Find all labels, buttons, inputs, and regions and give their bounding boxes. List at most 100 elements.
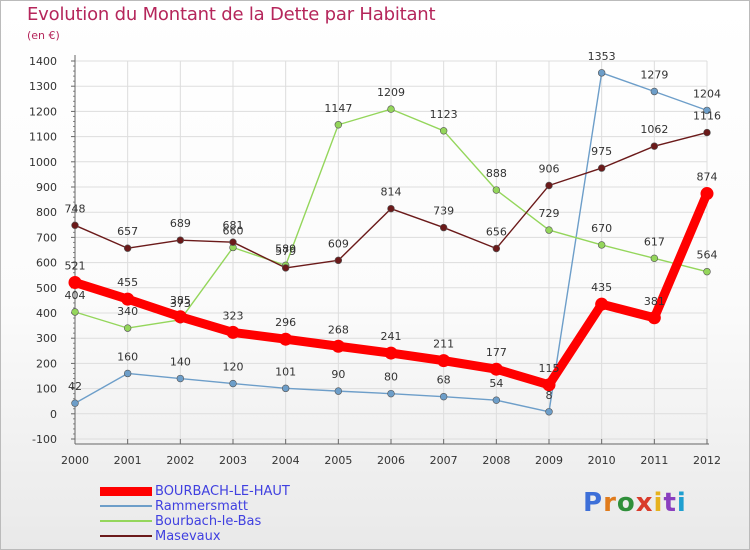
y-tick-label: 600 (36, 257, 57, 270)
data-label: 435 (591, 281, 612, 294)
data-point (489, 362, 503, 376)
data-point (331, 339, 345, 353)
data-point (71, 399, 79, 407)
data-point (281, 264, 290, 272)
chart-title: Evolution du Montant de la Dette par Hab… (27, 4, 436, 25)
y-tick-label: 1400 (29, 55, 57, 68)
data-label: 115 (539, 362, 560, 375)
data-point (123, 324, 132, 332)
data-label: 381 (644, 295, 665, 308)
data-label: 160 (117, 350, 138, 363)
data-point (334, 121, 343, 129)
data-point (68, 276, 82, 290)
data-point (279, 332, 293, 346)
data-label: 385 (170, 294, 191, 307)
data-label: 296 (275, 316, 296, 329)
y-tick-label: 0 (50, 408, 57, 421)
x-tick-label: 2006 (377, 454, 405, 467)
data-point (71, 308, 79, 316)
y-tick-label: -100 (32, 433, 57, 446)
logo-letter: x (635, 488, 654, 518)
data-label: 42 (68, 380, 82, 393)
y-tick-label: 300 (36, 332, 57, 345)
data-point (229, 379, 237, 388)
x-tick-label: 2011 (640, 454, 668, 467)
data-point (650, 142, 659, 150)
y-tick-label: 800 (36, 206, 57, 219)
x-tick-label: 2002 (166, 454, 194, 467)
data-label: 579 (275, 245, 296, 258)
legend-label: Masevaux (155, 529, 221, 544)
x-tick-label: 2003 (219, 454, 247, 467)
data-point (334, 387, 343, 395)
data-point (439, 223, 448, 232)
data-point (387, 105, 395, 113)
data-point (545, 226, 553, 234)
data-point (176, 236, 185, 244)
data-label: 975 (591, 145, 612, 158)
x-tick-label: 2012 (693, 454, 721, 467)
data-point (71, 221, 79, 230)
y-tick-label: 1000 (29, 156, 57, 169)
data-point (492, 186, 501, 194)
y-tick-label: 900 (36, 181, 57, 194)
chart-unit: (en €) (27, 29, 60, 42)
data-point (647, 311, 661, 325)
logo-letter: o (616, 488, 636, 518)
y-tick-label: 100 (36, 383, 57, 396)
data-point (173, 310, 187, 324)
data-label: 120 (223, 361, 244, 374)
data-point (226, 325, 240, 339)
y-tick-label: 1100 (29, 131, 57, 144)
x-tick-label: 2007 (430, 454, 458, 467)
data-label: 455 (117, 276, 138, 289)
data-label: 1123 (430, 108, 458, 121)
data-point (384, 346, 398, 360)
logo-letter: i (676, 488, 687, 518)
y-tick-label: 1200 (29, 105, 57, 118)
data-point (650, 254, 659, 263)
data-label: 80 (384, 371, 398, 384)
y-tick-label: 1300 (29, 80, 57, 93)
data-point (545, 408, 553, 416)
data-label: 589 (275, 242, 296, 255)
proxiti-logo: Proxiti (583, 488, 687, 518)
legend-swatch (100, 520, 152, 522)
y-tick-label: 200 (36, 357, 57, 370)
data-label: 748 (65, 202, 86, 215)
data-label: 1279 (640, 68, 668, 81)
data-label: 670 (591, 222, 612, 235)
data-point (123, 369, 132, 378)
data-label: 101 (275, 365, 296, 378)
data-label: 564 (697, 249, 718, 262)
data-label: 340 (117, 305, 138, 318)
data-point (545, 181, 553, 190)
data-point (703, 128, 711, 137)
data-label: 177 (486, 346, 507, 359)
data-point (121, 292, 135, 306)
legend-label: Bourbach-le-Bas (155, 514, 262, 529)
y-tick-label: 500 (36, 282, 57, 295)
data-point (439, 127, 448, 135)
data-point (542, 378, 556, 392)
data-point (387, 389, 395, 398)
data-label: 657 (117, 225, 138, 238)
data-label: 140 (170, 356, 191, 369)
data-label: 617 (644, 235, 665, 248)
y-tick-label: 400 (36, 307, 57, 320)
data-label: 54 (489, 377, 503, 390)
data-label: 1062 (640, 123, 668, 136)
data-point (597, 69, 606, 77)
data-label: 660 (223, 224, 244, 237)
data-point (703, 267, 711, 276)
data-label: 8 (546, 389, 553, 402)
data-label: 739 (433, 205, 454, 218)
y-tick-label: 700 (36, 231, 57, 244)
data-label: 656 (486, 225, 507, 238)
data-point (650, 87, 659, 96)
data-label: 689 (170, 217, 191, 230)
data-label: 1147 (324, 102, 352, 115)
data-point (597, 164, 606, 172)
data-label: 1209 (377, 86, 405, 99)
